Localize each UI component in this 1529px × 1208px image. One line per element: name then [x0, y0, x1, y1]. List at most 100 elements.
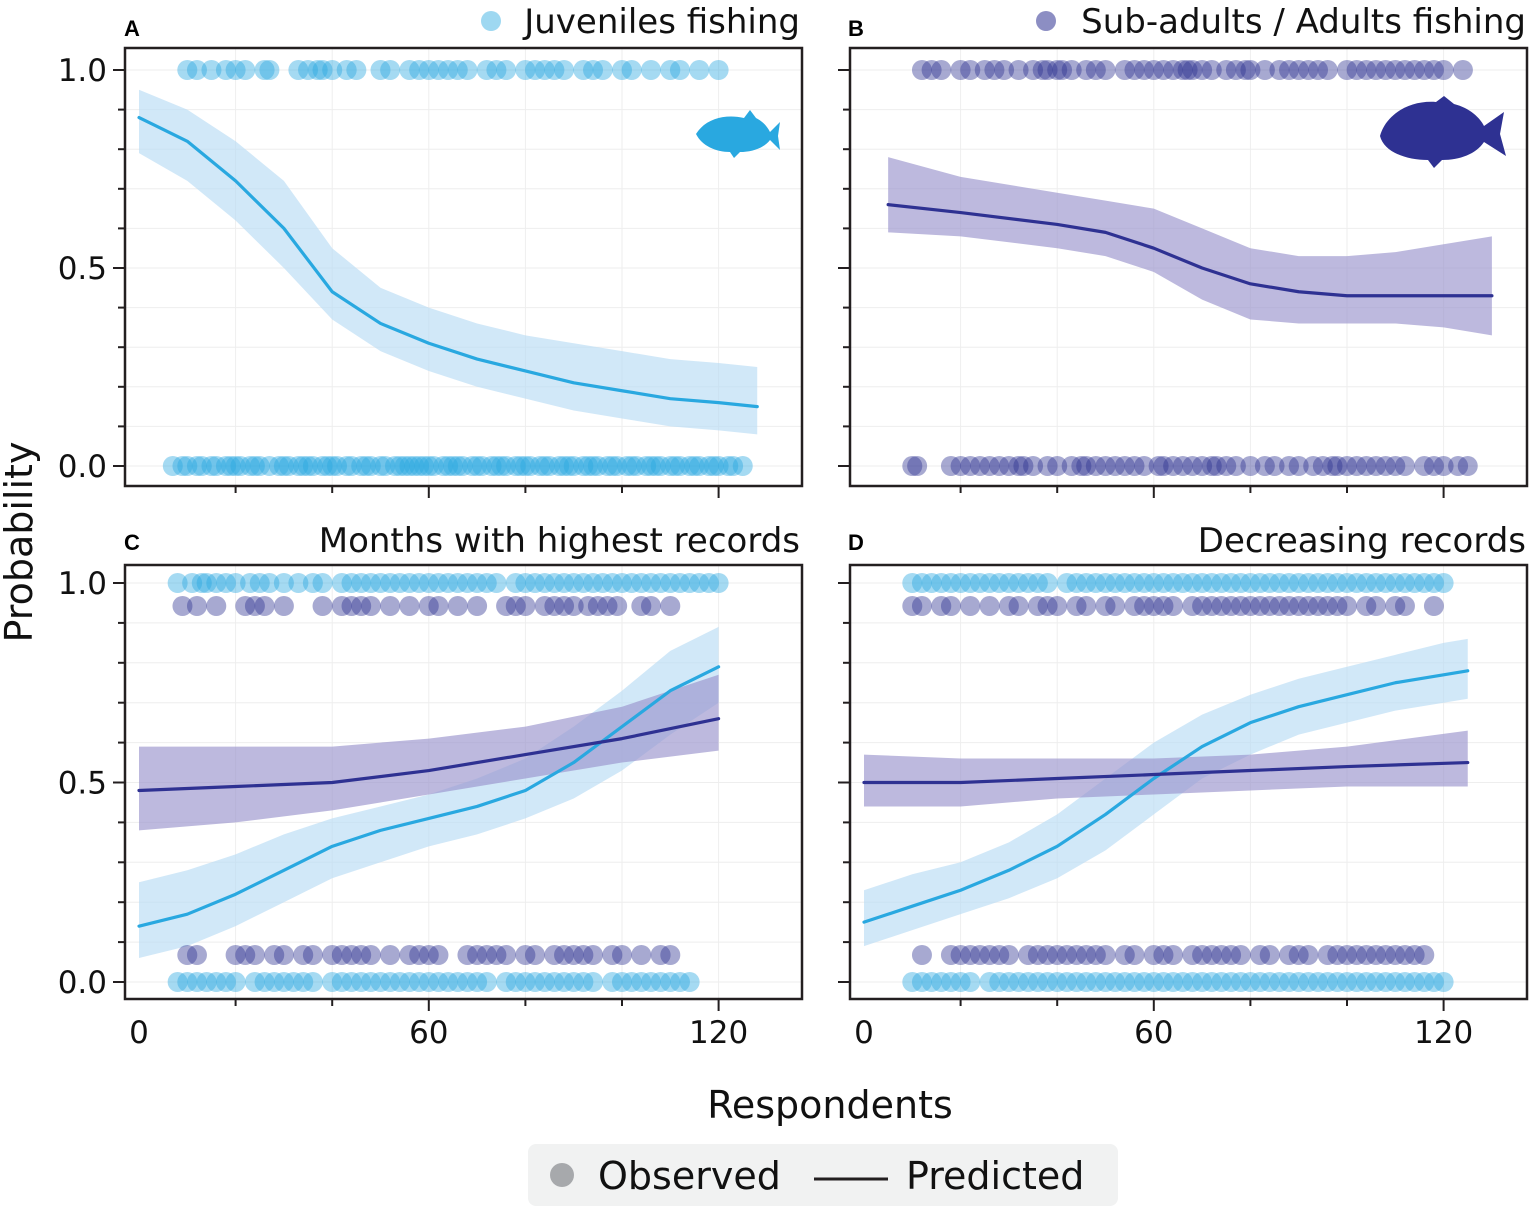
- panel-letter-c: C: [124, 530, 140, 555]
- observed-point-juveniles: [370, 972, 391, 992]
- observed-point: [669, 60, 690, 80]
- observed-point: [1008, 456, 1029, 476]
- observed-point-juveniles: [447, 972, 468, 992]
- observed-point: [950, 456, 971, 476]
- panel-letter-b: B: [848, 16, 864, 41]
- observed-point: [1182, 60, 1203, 80]
- observed-point: [172, 456, 193, 476]
- observed-point-adults: [1279, 945, 1300, 965]
- observed-point-juveniles: [969, 573, 990, 593]
- observed-point-juveniles: [1259, 573, 1280, 593]
- observed-point-juveniles: [1240, 573, 1261, 593]
- observed-point-adults: [534, 596, 555, 616]
- observed-point: [698, 456, 719, 476]
- observed-point-juveniles: [1037, 972, 1058, 992]
- observed-point: [1414, 456, 1435, 476]
- observed-point-juveniles: [457, 972, 478, 992]
- observed-point-adults: [1317, 596, 1338, 616]
- observed-point-adults: [467, 945, 488, 965]
- observed-point-adults: [1385, 945, 1406, 965]
- observed-point-juveniles: [998, 972, 1019, 992]
- observed-point: [1032, 60, 1053, 80]
- observed-point: [592, 60, 613, 80]
- observed-point: [418, 456, 439, 476]
- observed-point-adults: [273, 945, 294, 965]
- observed-point-adults: [578, 596, 599, 616]
- observed-point: [1134, 60, 1155, 80]
- observed-point-adults: [1143, 945, 1164, 965]
- observed-point: [1269, 60, 1290, 80]
- observed-point-juveniles: [1365, 573, 1386, 593]
- observed-point-juveniles: [457, 573, 478, 593]
- observed-point: [1337, 60, 1357, 80]
- observed-point-juveniles: [476, 573, 497, 593]
- observed-point: [563, 456, 584, 476]
- observed-point: [201, 456, 222, 476]
- observed-point-juveniles: [989, 972, 1010, 992]
- observed-point: [1216, 60, 1237, 80]
- observed-point-juveniles: [534, 972, 555, 992]
- observed-point: [201, 60, 222, 80]
- observed-point: [723, 456, 744, 476]
- observed-point: [1240, 60, 1261, 80]
- observed-point: [1076, 60, 1097, 80]
- observed-point-juveniles: [669, 573, 690, 593]
- observed-point-juveniles: [259, 573, 280, 593]
- observed-point: [1076, 456, 1097, 476]
- observed-point-juveniles: [1327, 972, 1348, 992]
- observed-point-juveniles: [505, 573, 526, 593]
- observed-point-adults: [351, 596, 372, 616]
- observed-point: [215, 60, 236, 80]
- observed-point-adults: [950, 945, 971, 965]
- observed-point-adults: [1269, 596, 1290, 616]
- observed-point-adults: [1124, 945, 1145, 965]
- observed-point-juveniles: [1327, 573, 1348, 593]
- observed-point: [322, 456, 343, 476]
- observed-point-adults: [418, 596, 439, 616]
- y-tick-label: 1.0: [58, 53, 107, 89]
- observed-point: [1143, 60, 1164, 80]
- observed-point-juveniles: [940, 573, 961, 593]
- observed-point-adults: [341, 596, 362, 616]
- observed-point-adults: [1163, 596, 1184, 616]
- observed-point-juveniles: [950, 573, 971, 593]
- observed-point: [1124, 60, 1145, 80]
- predicted-line-adults: [886, 203, 1494, 298]
- observed-point: [969, 456, 990, 476]
- observed-point: [718, 456, 739, 476]
- observed-point-juveniles: [515, 573, 536, 593]
- observed-point-juveniles: [554, 573, 575, 593]
- observed-point-juveniles: [1114, 972, 1135, 992]
- observed-point-adults: [960, 596, 981, 616]
- observed-point-adults: [612, 945, 632, 965]
- observed-point: [486, 456, 507, 476]
- observed-point: [317, 456, 338, 476]
- y-tick-label: 0.5: [58, 251, 107, 287]
- observed-point-adults: [563, 596, 584, 616]
- observed-point-juveniles: [1433, 972, 1454, 992]
- observed-point-adults: [573, 945, 594, 965]
- observed-point-adults: [486, 945, 507, 965]
- observed-point: [583, 456, 604, 476]
- observed-point-adults: [1153, 945, 1174, 965]
- observed-point-adults: [1394, 945, 1415, 965]
- observed-point: [515, 60, 536, 80]
- observed-point: [409, 60, 430, 80]
- observed-point-adults: [1414, 945, 1435, 965]
- observed-point: [481, 456, 502, 476]
- observed-point-juveniles: [1230, 573, 1251, 593]
- y-axis-title: Probability: [0, 442, 41, 643]
- observed-point-adults: [1250, 945, 1271, 965]
- observed-point-juveniles: [1240, 972, 1261, 992]
- observed-point-adults: [587, 596, 608, 616]
- observed-point: [1182, 456, 1203, 476]
- observed-point-juveniles: [669, 972, 690, 992]
- observed-point: [327, 456, 348, 476]
- observed-point-adults: [1066, 945, 1087, 965]
- x-tick-label: 60: [1134, 1015, 1173, 1051]
- observed-point-adults: [1192, 596, 1213, 616]
- observed-point-adults: [1259, 945, 1280, 965]
- observed-point: [732, 456, 753, 476]
- observed-point-juveniles: [1085, 972, 1106, 992]
- observed-point-adults: [602, 945, 623, 965]
